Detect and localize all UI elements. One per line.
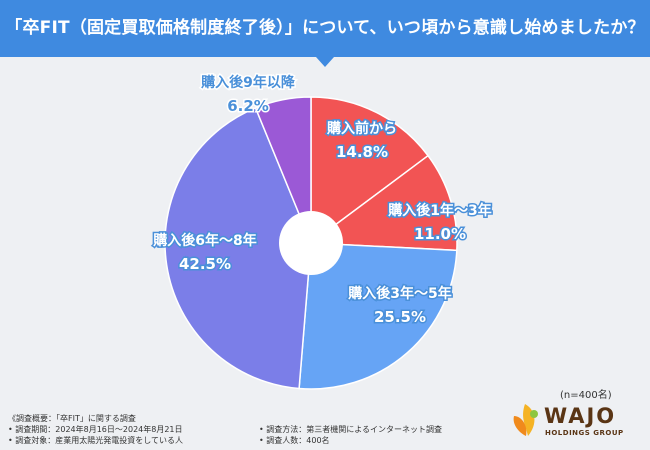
slice-value-label: 6.2% <box>227 97 269 115</box>
pie-slice <box>310 96 430 245</box>
survey-method: • 調査方法：第三者機関によるインターネット調査 <box>259 425 443 434</box>
page-title: 「卒FIT（固定買取価格制度終了後）」について、いつ頃から意識し始めましたか？ <box>5 18 645 38</box>
pie-slice <box>308 154 458 252</box>
header-notch <box>316 57 334 67</box>
pie-slice <box>254 96 312 244</box>
survey-overview: 《調査概要：「卒FIT」に関する調査 <box>8 414 136 423</box>
sample-size-label: (n=400名) <box>560 390 612 401</box>
slice-label: 購入後6年～8年 <box>152 232 256 249</box>
pie-slice <box>164 106 312 390</box>
header-banner <box>0 0 650 57</box>
survey-count: • 調査人数：400名 <box>259 436 330 445</box>
logo-subtitle: HOLDINGS GROUP <box>545 429 624 437</box>
survey-target: • 調査対象：産業用太陽光発電投資をしている人 <box>8 436 184 445</box>
slice-label: 購入前から <box>326 120 397 137</box>
slice-label: 購入後9年以降 <box>200 74 296 91</box>
logo-leaf-icon <box>513 404 538 436</box>
slice-label: 購入後3年～5年 <box>347 285 451 302</box>
survey-notes: 《調査概要：「卒FIT」に関する調査 • 調査期間：2024年8月16日～202… <box>8 413 508 449</box>
slice-value-label: 11.0% <box>414 225 466 243</box>
survey-period: • 調査期間：2024年8月16日～2024年8月21日 <box>8 425 183 434</box>
slice-value-label: 42.5% <box>179 255 231 273</box>
pie-slice <box>298 242 458 390</box>
logo-name: WAJO <box>544 404 617 428</box>
slice-label: 購入後1年～3年 <box>387 202 491 219</box>
slice-value-label: 14.8% <box>336 143 388 161</box>
donut-hole <box>279 211 343 275</box>
slice-value-label: 25.5% <box>374 308 426 326</box>
company-logo: WAJO HOLDINGS GROUP <box>508 402 644 440</box>
